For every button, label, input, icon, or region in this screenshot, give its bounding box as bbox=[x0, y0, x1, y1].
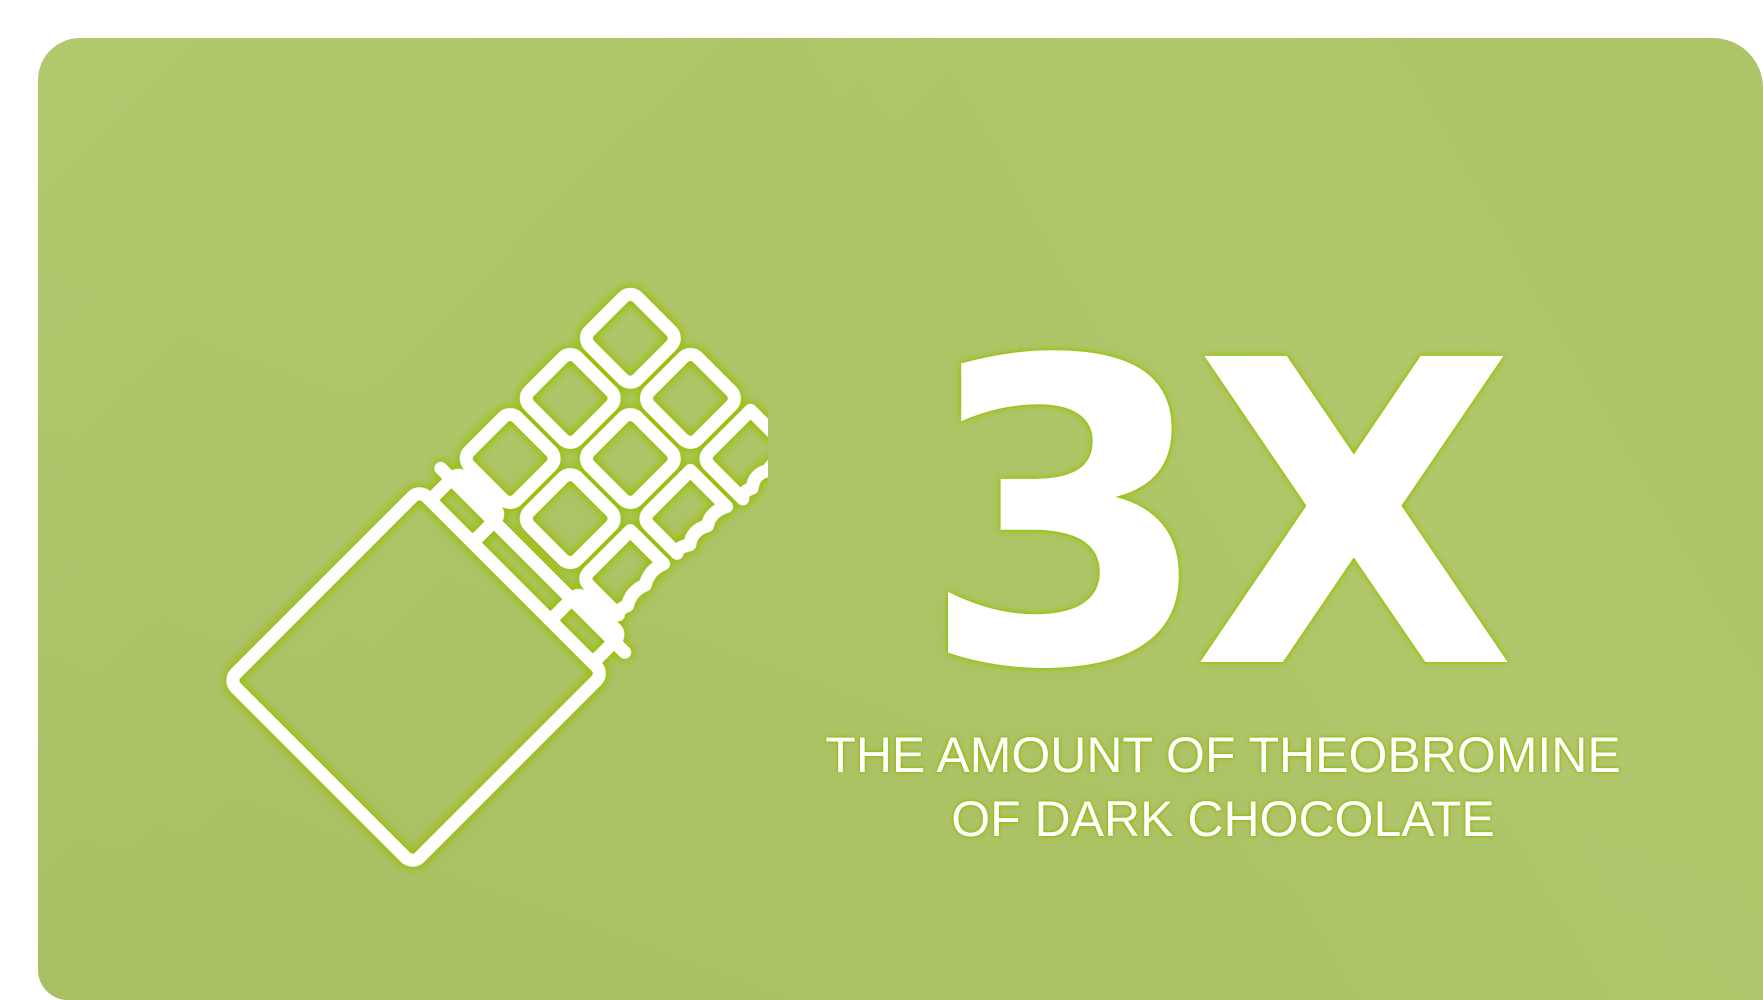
stat-value: 3X bbox=[919, 273, 1516, 762]
background-texture bbox=[38, 38, 1763, 1000]
caption-line-1: THE AMOUNT OF THEOBROMINE bbox=[825, 727, 1621, 783]
infographic-card: 3X THE AMOUNT OF THEOBROMINE OF DARK CHO… bbox=[38, 38, 1763, 1000]
chocolate-bar-bitten-icon bbox=[226, 287, 768, 867]
caption-line-2: OF DARK CHOCOLATE bbox=[951, 791, 1495, 847]
stat-caption: THE AMOUNT OF THEOBROMINE OF DARK CHOCOL… bbox=[758, 723, 1688, 851]
